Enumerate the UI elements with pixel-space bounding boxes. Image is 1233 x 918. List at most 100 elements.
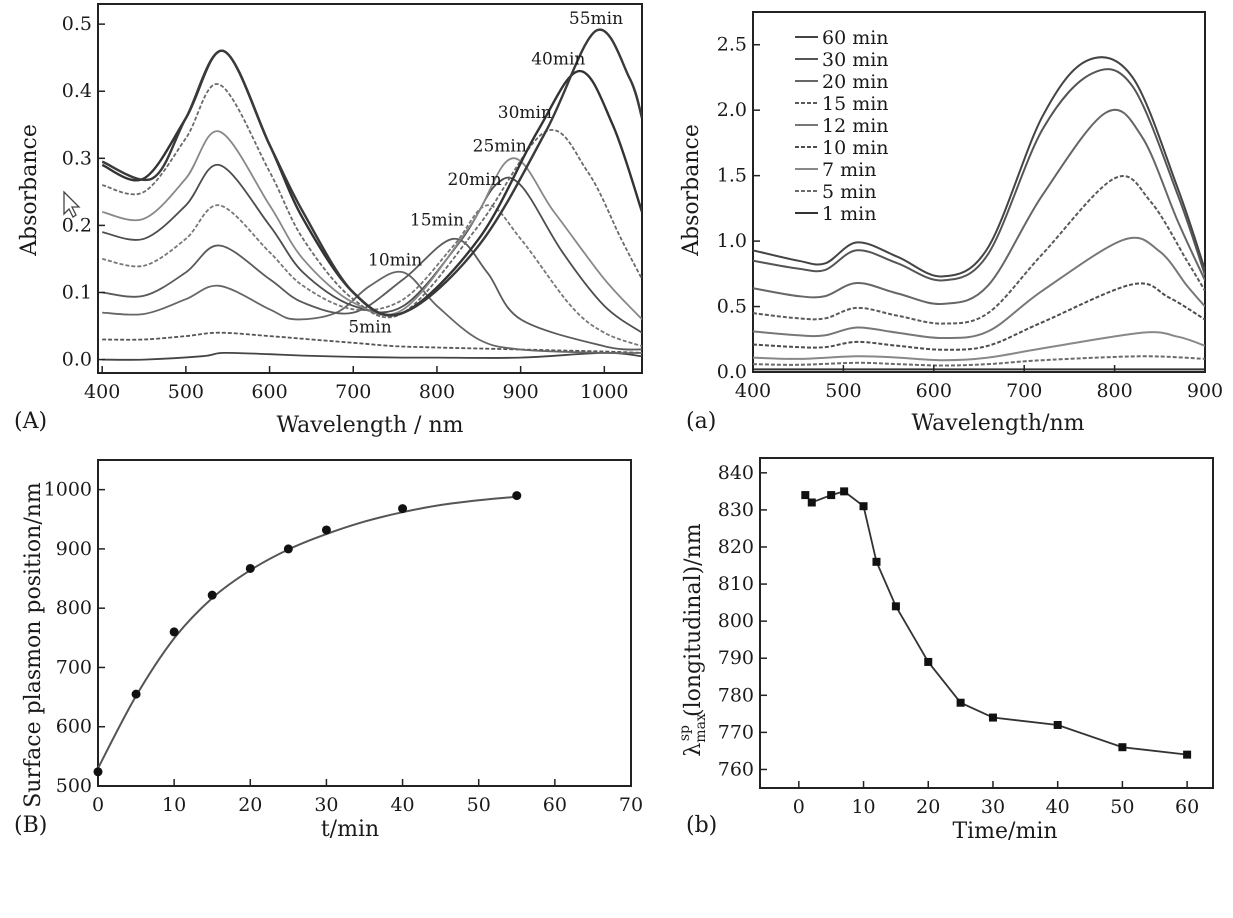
- legend-label: 1 min: [822, 203, 876, 225]
- x-tick-label: 30: [314, 794, 338, 816]
- absorbance-curve: [753, 68, 1205, 282]
- y-tick-label: 0.1: [62, 281, 92, 303]
- y-tick-label: 770: [718, 721, 754, 743]
- y-title-lambda: λ: [681, 743, 706, 757]
- panel-a-x-axis-title: Wavelength/nm: [911, 411, 1084, 436]
- legend-label: 5 min: [822, 181, 876, 203]
- legend-label: 10 min: [822, 137, 889, 159]
- panel-a-plot-frame: [752, 11, 1206, 373]
- panel-A-curve-labels: 5min 10min 15min 20min 25min 30min 40min 55min: [348, 9, 623, 338]
- y-tick-label: 760: [718, 758, 754, 780]
- data-point: [321, 525, 331, 535]
- panel-b-y-ticks: 760 770 780 790 800 810 820 830 840: [718, 462, 767, 780]
- panel-B-x-ticks: 0 10 20 30 40 50 60 70: [92, 779, 643, 816]
- x-tick-label: 30: [981, 796, 1005, 818]
- absorbance-curve: [102, 331, 642, 354]
- absorbance-curve: [753, 56, 1205, 278]
- y-tick-label: 2.5: [717, 34, 747, 56]
- x-tick-label: 50: [1110, 796, 1134, 818]
- y-tick-label: 1.0: [717, 230, 747, 252]
- panel-B-letter: (B): [14, 813, 47, 838]
- x-tick-label: 0: [92, 794, 104, 816]
- fit-curve: [97, 495, 517, 769]
- panel-A-curves: [101, 28, 642, 361]
- y-tick-label: 600: [56, 716, 92, 738]
- y-tick-label: 0.0: [717, 361, 747, 383]
- x-tick-label: 800: [1096, 380, 1132, 402]
- y-tick-label: 790: [718, 647, 754, 669]
- data-point: [1118, 743, 1127, 752]
- panel-B-y-axis-title: Surface plasmon position/nm: [21, 482, 46, 808]
- cursor-arrow-icon: [63, 190, 81, 218]
- x-tick-label: 40: [1046, 796, 1070, 818]
- absorbance-curve: [101, 83, 642, 319]
- x-tick-label: 20: [916, 796, 940, 818]
- y-tick-label: 0.0: [62, 349, 92, 371]
- data-point: [245, 563, 255, 573]
- panel-B-y-ticks: 500 600 700 800 900 1000: [44, 479, 105, 797]
- y-tick-label: 830: [718, 499, 754, 521]
- data-point: [872, 557, 881, 566]
- absorbance-curve: [753, 355, 1205, 367]
- curve-time-label: 25min: [473, 137, 527, 157]
- absorbance-curve: [753, 331, 1205, 362]
- x-tick-label: 600: [916, 380, 952, 402]
- panel-A-x-axis-title: Wavelength / nm: [276, 413, 463, 438]
- absorbance-curve: [102, 351, 642, 361]
- x-tick-label: 700: [1006, 380, 1042, 402]
- y-title-subscript: max: [693, 713, 709, 743]
- x-tick-label: 500: [825, 380, 861, 402]
- curve-time-label: 5min: [348, 318, 391, 338]
- legend-label: 12 min: [822, 115, 889, 137]
- y-tick-label: 800: [718, 610, 754, 632]
- y-tick-label: 800: [56, 597, 92, 619]
- panel-b-y-axis-title: λmaxsp (longitudinal)/nm: [677, 523, 709, 756]
- data-point: [207, 590, 217, 600]
- data-point: [827, 491, 836, 500]
- data-point: [169, 627, 179, 637]
- absorbance-curve: [102, 237, 642, 351]
- x-tick-label: 500: [168, 381, 204, 403]
- data-point: [807, 498, 816, 507]
- panel-b-plot-frame: [759, 457, 1214, 789]
- absorbance-curve: [101, 28, 642, 317]
- data-point: [924, 657, 933, 666]
- x-tick-label: 900: [1187, 380, 1223, 402]
- panel-b: 0 10 20 30 40 50 60 760 770 780 790 800 810 820 830 84…: [677, 457, 1214, 844]
- y-title-rest: (longitudinal)/nm: [681, 523, 706, 717]
- y-title-superscript: sp: [677, 725, 693, 741]
- panel-B-series: [93, 491, 522, 777]
- x-tick-label: 600: [251, 381, 287, 403]
- legend-label: 7 min: [822, 159, 876, 181]
- data-point: [398, 504, 408, 514]
- panel-b-letter: (b): [686, 813, 717, 838]
- y-tick-label: 780: [718, 684, 754, 706]
- y-tick-label: 0.3: [62, 147, 92, 169]
- panel-b-x-axis-title: Time/min: [952, 819, 1057, 844]
- panel-b-series: [801, 487, 1192, 759]
- x-tick-label: 700: [335, 381, 371, 403]
- panel-a-curves: [753, 56, 1205, 371]
- panel-B-x-axis-title: t/min: [321, 817, 379, 842]
- y-tick-label: 900: [56, 538, 92, 560]
- panel-A-letter: (A): [14, 409, 47, 434]
- curve-time-label: 30min: [498, 103, 552, 123]
- curve-time-label: 20min: [448, 170, 502, 190]
- y-tick-label: 2.0: [717, 99, 747, 121]
- curve-time-label: 10min: [368, 251, 422, 271]
- data-point: [131, 689, 141, 699]
- data-point: [859, 502, 868, 511]
- x-tick-label: 10: [162, 794, 186, 816]
- data-point: [1053, 720, 1062, 729]
- panel-b-x-ticks: 0 10 20 30 40 50 60: [793, 781, 1199, 818]
- data-point: [988, 713, 997, 722]
- panel-A-y-ticks: 0.0 0.1 0.2 0.3 0.4 0.5: [62, 13, 105, 371]
- legend-label: 30 min: [822, 49, 889, 71]
- x-tick-label: 400: [84, 381, 120, 403]
- panel-B: 0 10 20 30 40 50 60 70 500 600 700 800 900 1000 t/mi…: [14, 459, 643, 842]
- legend-label: 60 min: [822, 27, 889, 49]
- data-point: [891, 602, 900, 611]
- panel-a-x-ticks: 400 500 600 700 800 900: [735, 365, 1223, 402]
